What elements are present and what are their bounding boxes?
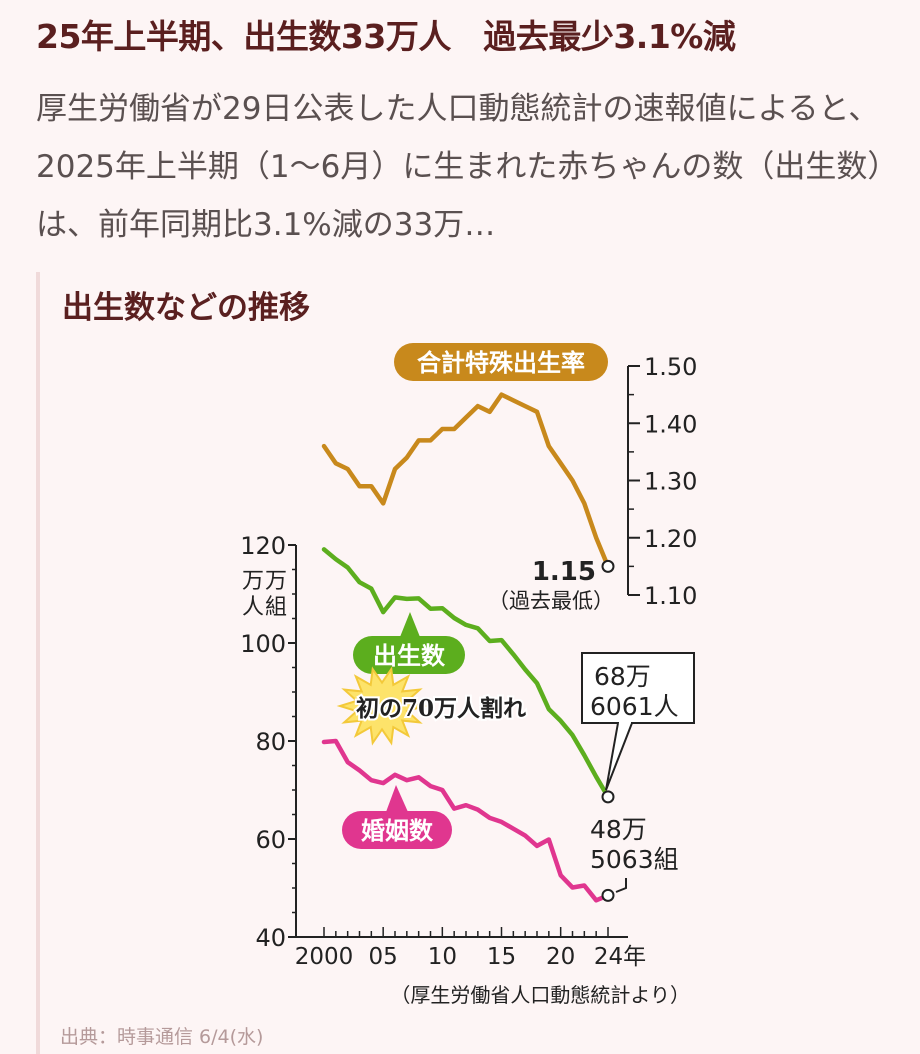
burst-label: 初の70万人割れ xyxy=(356,695,526,722)
left-axis-tick-label: 60 xyxy=(255,826,286,854)
births-callout-pointer xyxy=(605,722,633,791)
figure-title: 出生数などの推移 xyxy=(62,290,310,326)
tfr-last-value: 1.15 xyxy=(532,557,596,587)
x-axis-tick-label: 05 xyxy=(369,944,398,970)
marriages-last-value-1: 48万 xyxy=(590,815,647,844)
figure-source: 出典：時事通信 6/4(水) xyxy=(60,1026,264,1048)
left-axis-tick-label: 120 xyxy=(240,532,286,560)
left-axis-tick-label: 40 xyxy=(255,924,286,952)
right-axis-tick-label: 1.10 xyxy=(644,582,697,610)
right-axis-tick-label: 1.50 xyxy=(644,353,697,381)
series-name-tfr-label: 合計特殊出生率 xyxy=(417,349,585,377)
figure-frame xyxy=(36,272,920,1054)
series-name-tfr-pill xyxy=(394,343,608,381)
right-axis-tick-label: 1.20 xyxy=(644,525,697,553)
right-axis-tick-label: 1.40 xyxy=(644,410,697,438)
x-axis-tick-label: 10 xyxy=(428,944,457,970)
series-line-婚姻数 xyxy=(321,738,611,903)
left-axis-unit-label: 人組 xyxy=(242,595,288,620)
x-axis-tick-label: 15 xyxy=(487,944,516,970)
article-headline[interactable]: 25年上半期、出生数33万人 過去最少3.1%減 xyxy=(36,17,736,56)
left-axis-unit-label: 万万 xyxy=(242,569,288,594)
series-end-marker xyxy=(601,790,615,804)
article-lead[interactable]: 厚生労働省が29日公表した人口動態統計の速報値によると、2025年上半期（1〜6… xyxy=(36,91,883,243)
marriages-callout-bracket xyxy=(615,878,627,893)
series-end-marker xyxy=(601,888,615,902)
left-axis-tick-label: 80 xyxy=(255,728,286,756)
series-name-births-label: 出生数 xyxy=(373,642,446,670)
series-name-marriages-label: 婚姻数 xyxy=(361,817,434,845)
series-name-births-pill xyxy=(353,636,465,674)
x-axis-tick-label: 20 xyxy=(546,944,575,970)
marriages-last-value-2: 5063組 xyxy=(590,845,679,874)
births-last-value-2: 6061人 xyxy=(590,692,679,721)
x-axis-tick-label: 2000 xyxy=(295,944,354,970)
tfr-last-note: （過去最低） xyxy=(488,589,614,613)
series-name-marriages-pointer xyxy=(386,785,408,812)
figure-note: （厚生労働省人口動態統計より） xyxy=(390,983,690,1007)
burst-icon xyxy=(336,666,428,746)
births-callout-box xyxy=(581,652,695,724)
series-line-出生数 xyxy=(321,547,611,800)
x-axis-tick-label: 24年 xyxy=(594,944,646,970)
left-axis-tick-label: 100 xyxy=(240,630,286,658)
series-name-marriages-pill xyxy=(342,811,452,849)
right-axis-tick-label: 1.30 xyxy=(644,468,697,496)
births-last-value-1: 68万 xyxy=(594,662,651,691)
series-name-births-pointer xyxy=(400,612,420,637)
series-end-marker xyxy=(601,559,615,573)
series-line-合計特殊出生率 xyxy=(321,392,611,569)
